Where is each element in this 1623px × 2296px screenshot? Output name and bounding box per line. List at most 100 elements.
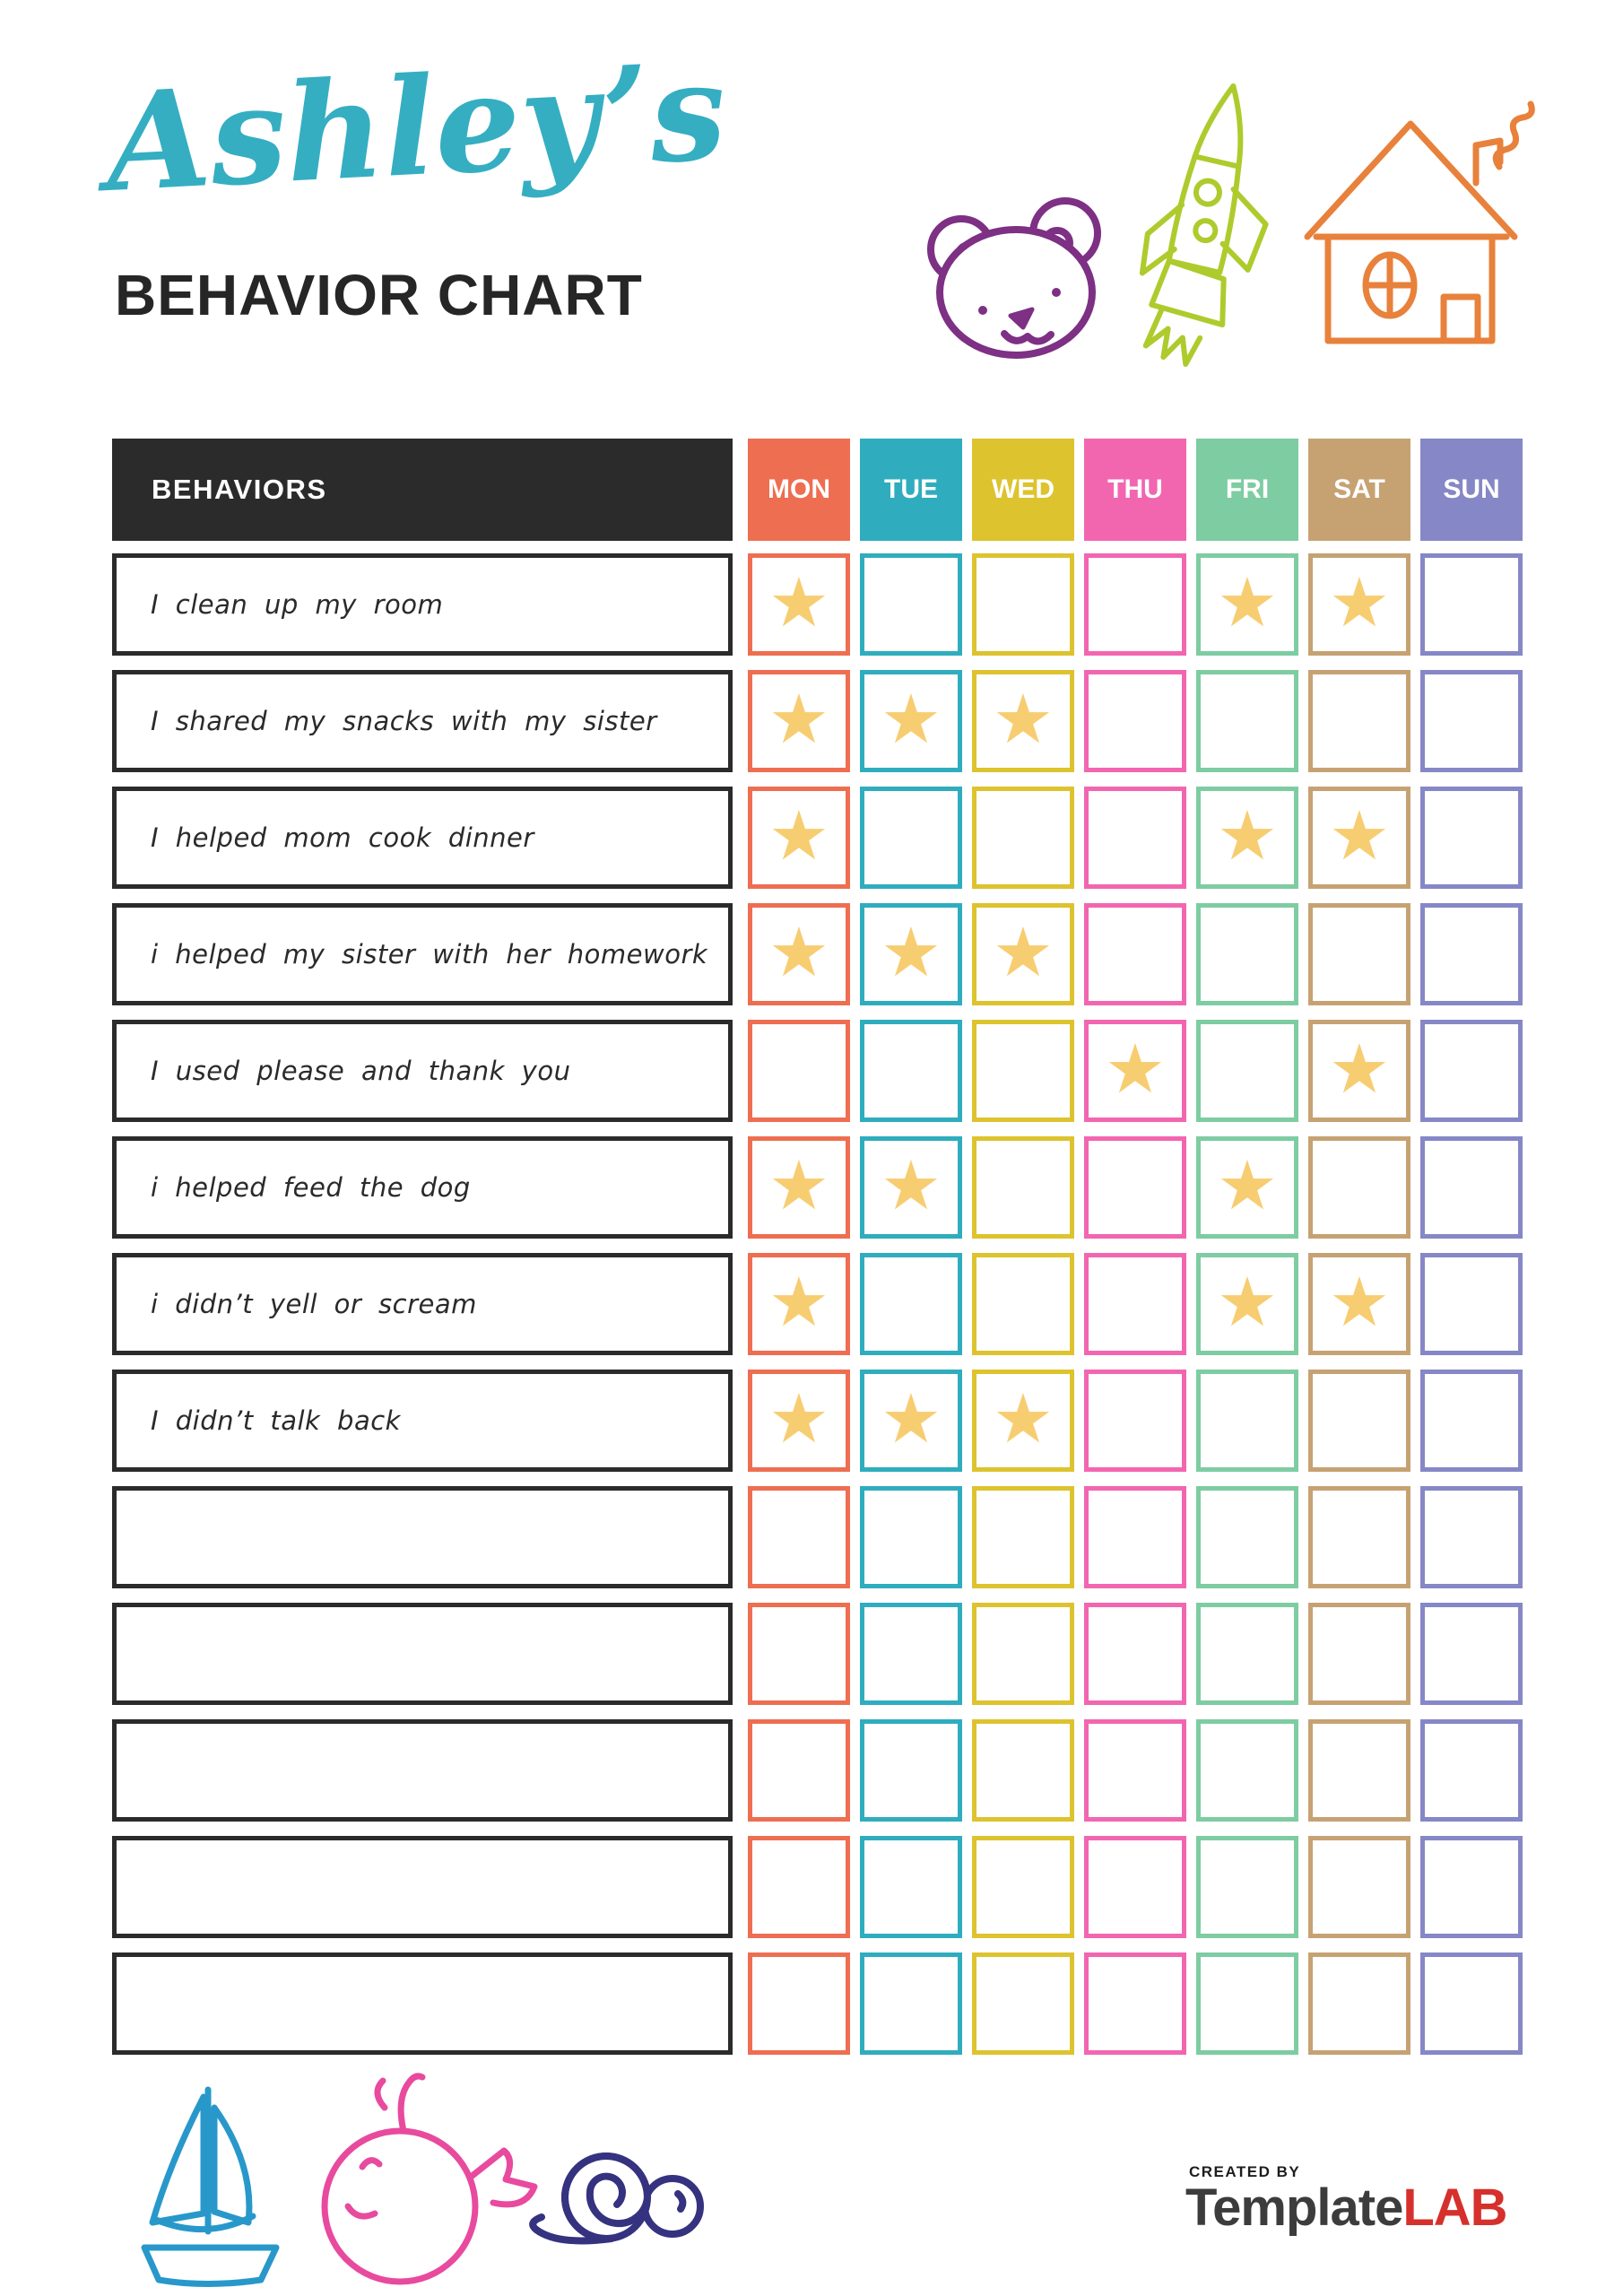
day-cell-thu [1084,670,1186,772]
table-row [112,1952,1523,2055]
day-cell-mon [748,1719,850,1822]
star-icon: ★ [768,796,830,875]
day-cell-fri [1196,903,1298,1005]
day-cell-wed [972,1719,1074,1822]
star-icon: ★ [1104,1029,1167,1109]
day-cell-thu [1084,1952,1186,2055]
star-icon: ★ [1216,796,1279,875]
day-cell-sat [1308,1719,1410,1822]
day-cell-wed [972,553,1074,656]
day-cell-fri [1196,1952,1298,2055]
whale-doodle-icon [321,2073,538,2285]
sailboat-doodle-icon [141,2086,280,2287]
day-cell-thu [1084,1370,1186,1472]
day-cell-tue: ★ [860,1370,962,1472]
day-cell-fri [1196,1020,1298,1122]
day-cell-fri [1196,1486,1298,1588]
day-cell-thu [1084,903,1186,1005]
day-cell-sat [1308,1136,1410,1239]
day-cell-mon: ★ [748,787,850,889]
table-row: i helped my sister with her homework ★ ★ ★ [112,903,1523,1005]
star-icon: ★ [880,1145,942,1225]
star-icon: ★ [768,1145,830,1225]
templatelab-logo: CREATED BY TemplateLAB [1185,2163,1508,2237]
day-cell-mon [748,1020,850,1122]
day-cell-fri [1196,1370,1298,1472]
day-cell-tue [860,787,962,889]
star-icon: ★ [1328,796,1391,875]
day-cell-sun [1420,1136,1523,1239]
day-cell-sat [1308,903,1410,1005]
day-cell-thu: ★ [1084,1020,1186,1122]
day-cell-tue: ★ [860,1136,962,1239]
day-cell-sun [1420,1603,1523,1705]
day-cell-tue: ★ [860,903,962,1005]
table-row [112,1719,1523,1822]
day-cell-thu [1084,787,1186,889]
star-icon: ★ [768,1262,830,1342]
day-cell-wed: ★ [972,903,1074,1005]
table-row: i didn’t yell or scream ★ ★ ★ [112,1253,1523,1355]
day-cell-mon [748,1952,850,2055]
day-header-tue: TUE [860,439,962,541]
star-icon: ★ [992,679,1055,759]
star-icon: ★ [992,912,1055,992]
day-cell-wed [972,1136,1074,1239]
day-cell-tue [860,1020,962,1122]
day-cell-thu [1084,1136,1186,1239]
behavior-label: i helped my sister with her homework [112,903,733,1005]
day-cell-sun [1420,1719,1523,1822]
day-cell-fri: ★ [1196,553,1298,656]
behavior-label: I shared my snacks with my sister [112,670,733,772]
day-cell-sat: ★ [1308,1253,1410,1355]
behavior-label [112,1836,733,1938]
day-cell-thu [1084,1719,1186,1822]
behavior-label: i helped feed the dog [112,1136,733,1239]
behavior-label [112,1486,733,1588]
table-row: I clean up my room ★ ★ ★ [112,553,1523,656]
day-cell-tue [860,553,962,656]
behavior-label: I clean up my room [112,553,733,656]
day-cell-tue [860,1952,962,2055]
brand-template-text: Template [1185,2179,1403,2237]
chart-body: I clean up my room ★ ★ ★ I shared my snacks … [112,553,1523,2055]
day-cell-fri [1196,1836,1298,1938]
star-icon: ★ [768,679,830,759]
star-icon: ★ [1328,1262,1391,1342]
day-cell-sat: ★ [1308,553,1410,656]
day-cell-thu [1084,1836,1186,1938]
star-icon: ★ [1216,1145,1279,1225]
created-by-label: CREATED BY [1189,2163,1301,2180]
day-cell-mon [748,1836,850,1938]
star-icon: ★ [1328,1029,1391,1109]
day-header-mon: MON [748,439,850,541]
star-icon: ★ [1216,562,1279,642]
day-cell-wed [972,1253,1074,1355]
behavior-label: I didn’t talk back [112,1370,733,1472]
table-row: I didn’t talk back ★ ★ ★ [112,1370,1523,1472]
day-cell-wed: ★ [972,670,1074,772]
behavior-label: I used please and thank you [112,1020,733,1122]
behavior-label [112,1719,733,1822]
snail-doodle-icon [529,2152,704,2245]
house-doodle-icon [1304,100,1535,344]
chart-header-row: BEHAVIORS MON TUE WED THU FRI SAT SUN [112,439,1523,541]
day-cell-sat [1308,1603,1410,1705]
day-cell-sun [1420,1952,1523,2055]
day-cell-fri [1196,1603,1298,1705]
day-cell-mon: ★ [748,903,850,1005]
day-cell-mon: ★ [748,553,850,656]
day-cell-sun [1420,903,1523,1005]
star-icon: ★ [880,679,942,759]
day-cell-fri [1196,670,1298,772]
day-cell-tue: ★ [860,670,962,772]
day-header-sun: SUN [1420,439,1523,541]
day-cell-wed: ★ [972,1370,1074,1472]
table-row: I used please and thank you ★ ★ [112,1020,1523,1122]
table-row: I helped mom cook dinner ★ ★ ★ [112,787,1523,889]
day-cell-tue [860,1603,962,1705]
day-cell-thu [1084,1253,1186,1355]
day-cell-sat: ★ [1308,1020,1410,1122]
day-cell-thu [1084,1486,1186,1588]
day-header-wed: WED [972,439,1074,541]
